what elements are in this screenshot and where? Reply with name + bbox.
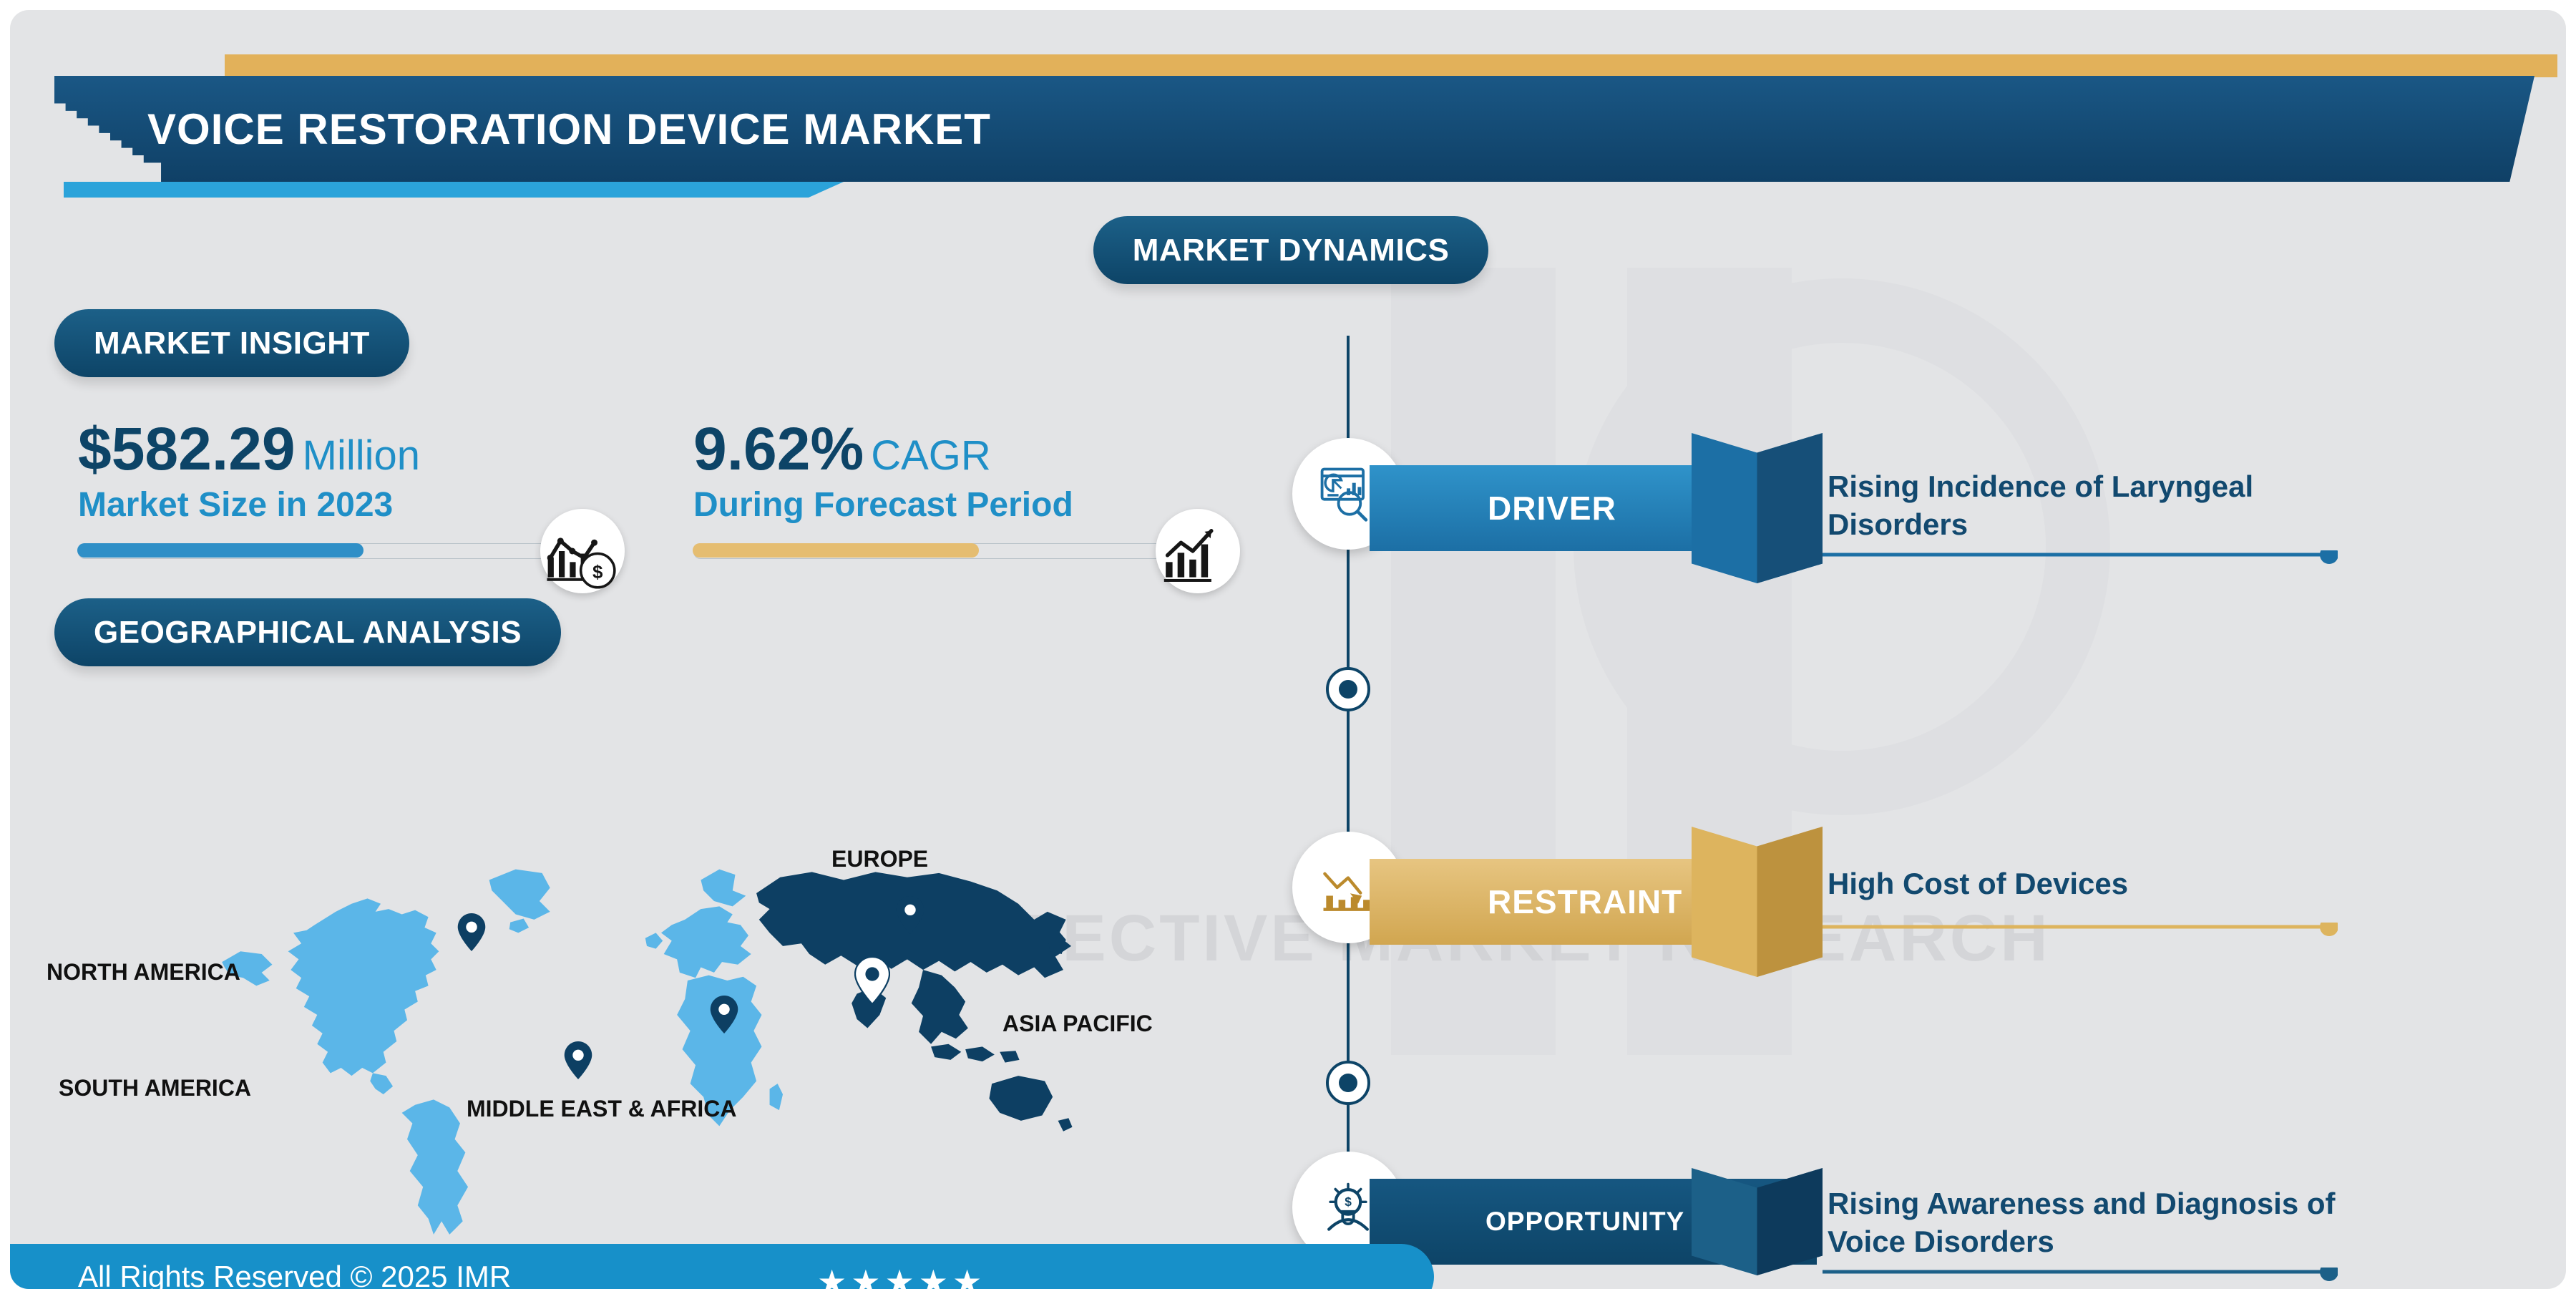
- svg-text:$: $: [592, 561, 603, 583]
- svg-text:$: $: [1345, 1195, 1352, 1209]
